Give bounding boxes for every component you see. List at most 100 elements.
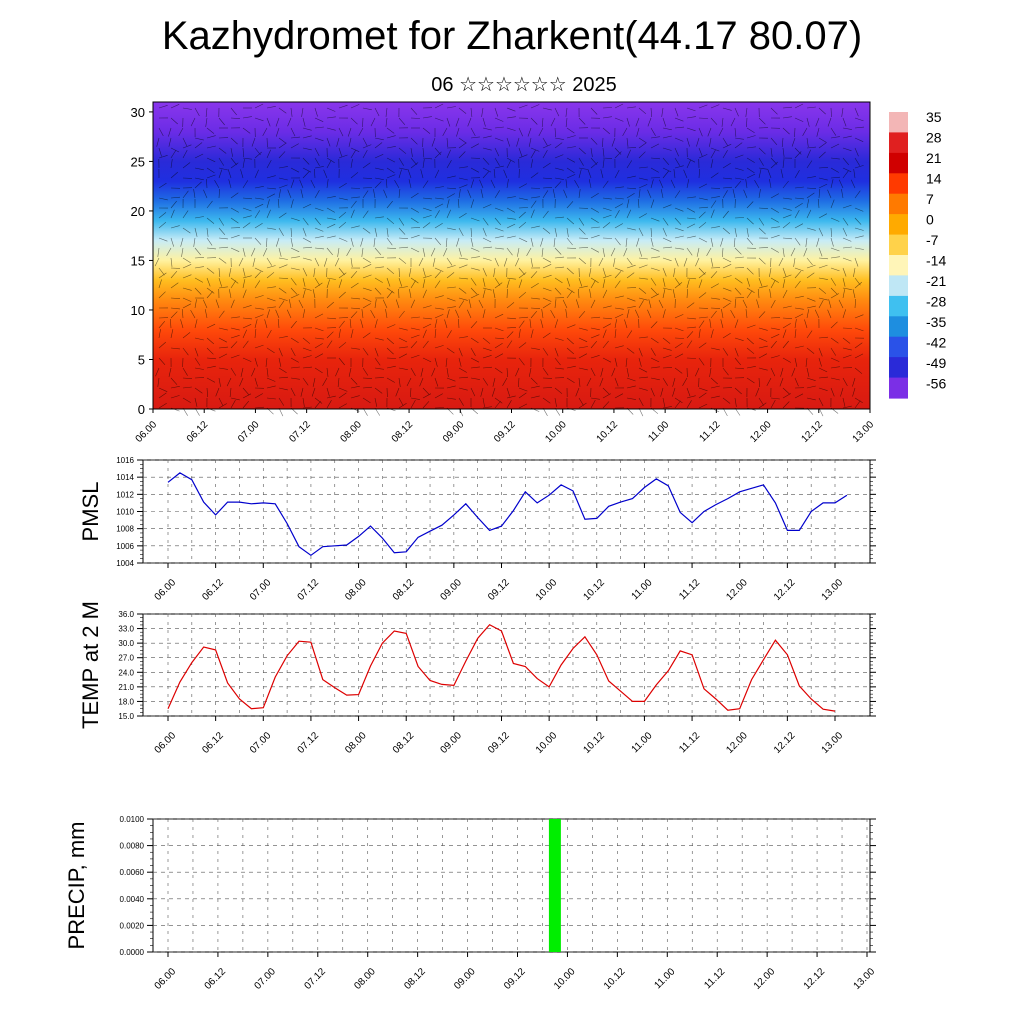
x-tick-label: 09.12 xyxy=(502,966,528,992)
y-axis-label: PRECIP, mm xyxy=(64,822,89,950)
x-tick-label: 09.00 xyxy=(441,419,467,445)
x-tick-label: 08.00 xyxy=(343,577,369,603)
x-tick-label: 06.00 xyxy=(134,419,160,445)
x-tick-label: 10.12 xyxy=(581,730,607,756)
x-tick-label: 07.12 xyxy=(296,730,322,756)
chart-title: Kazhydromet for Zharkent(44.17 80.07) xyxy=(161,14,863,58)
x-tick-label: 10.00 xyxy=(552,966,578,992)
pmsl-line xyxy=(167,472,848,557)
x-tick-label: 06.12 xyxy=(185,419,211,445)
x-tick-label: 11.00 xyxy=(646,419,671,444)
colorbar-swatch xyxy=(889,255,908,276)
colorbar-label: 35 xyxy=(926,109,942,125)
y-tick-label: 27.0 xyxy=(118,654,134,663)
x-tick-label: 10.12 xyxy=(602,966,628,992)
x-tick-label: 12.12 xyxy=(772,730,798,756)
x-tick-label: 10.00 xyxy=(534,577,560,603)
x-tick-label: 13.00 xyxy=(852,966,878,992)
temperature-panel: 15.0 18.0 21.0 24.0 27.0 30.0 33.0 36.0 06.00 06.… xyxy=(78,601,876,756)
colorbar-label: -35 xyxy=(926,314,946,330)
x-tick-label: 09.12 xyxy=(486,730,512,756)
y-tick-label: 0 xyxy=(138,402,145,417)
y-tick-label: 1004 xyxy=(116,559,134,568)
x-tick-label: 09.00 xyxy=(439,577,465,603)
y-tick-label: 1014 xyxy=(116,473,134,482)
x-tick-label: 09.12 xyxy=(486,577,512,603)
y-tick-label: 1008 xyxy=(116,525,134,534)
x-tick-label: 11.00 xyxy=(652,966,677,991)
x-tick-label: 10.00 xyxy=(543,419,569,445)
colorbar-swatch xyxy=(889,152,908,174)
colorbar-swatch xyxy=(889,132,908,154)
y-tick-label: 15 xyxy=(131,253,145,268)
x-tick-label: 06.12 xyxy=(200,577,226,603)
wind-barbs xyxy=(154,103,865,417)
x-tick-label: 06.00 xyxy=(153,730,179,756)
x-tick-label: 08.12 xyxy=(391,730,417,756)
y-tick-label: 21.0 xyxy=(118,683,134,692)
y-tick-label: 0.0060 xyxy=(120,868,145,877)
colorbar-label: -28 xyxy=(926,294,946,310)
x-tick-label: 07.12 xyxy=(302,966,328,992)
y-tick-label: 33.0 xyxy=(118,625,134,634)
colorbar-label: -49 xyxy=(926,355,946,371)
colorbar-label: -14 xyxy=(926,253,946,269)
precip-bar xyxy=(548,819,561,952)
x-tick-label: 12.12 xyxy=(772,577,798,603)
y-tick-label: 0.0000 xyxy=(120,948,145,957)
x-tick-label: 12.00 xyxy=(748,419,774,445)
colorbar: 35 28 21 14 7 0 -7 -14 -21 -28 -35 -42 -49 -56 xyxy=(889,109,946,399)
y-tick-label: 20 xyxy=(131,204,145,219)
x-tick-label: 08.12 xyxy=(402,966,428,992)
colorbar-swatch xyxy=(889,112,908,133)
y-tick-label: 25 xyxy=(131,154,145,169)
x-tick-label: 13.00 xyxy=(820,730,846,756)
x-tick-label: 07.00 xyxy=(253,966,279,992)
colorbar-label: 21 xyxy=(926,150,942,166)
colorbar-label: -42 xyxy=(926,335,946,351)
y-tick-label: 36.0 xyxy=(118,610,134,619)
y-tick-label: 1006 xyxy=(116,542,134,551)
x-tick-label: 06.12 xyxy=(200,730,226,756)
y-tick-label: 15.0 xyxy=(118,712,134,721)
x-tick-label: 11.12 xyxy=(698,419,723,444)
x-tick-label: 06.12 xyxy=(203,966,229,992)
colorbar-label: 7 xyxy=(926,191,934,207)
colorbar-label: 0 xyxy=(926,212,934,228)
x-tick-label: 13.00 xyxy=(820,577,846,603)
x-tick-label: 09.00 xyxy=(452,966,478,992)
x-tick-label: 11.00 xyxy=(630,577,655,602)
y-tick-label: 30.0 xyxy=(118,639,134,648)
colorbar-label: 28 xyxy=(926,130,942,146)
x-tick-label: 09.00 xyxy=(439,730,465,756)
x-tick-label: 11.00 xyxy=(630,730,655,755)
y-tick-label: 30 xyxy=(131,105,145,120)
chart-subtitle: 06 ☆☆☆☆☆☆ 2025 xyxy=(431,74,617,96)
y-tick-label: 0.0100 xyxy=(120,815,145,824)
y-tick-label: 0.0040 xyxy=(120,895,145,904)
x-tick-label: 10.00 xyxy=(534,730,560,756)
colorbar-label: 14 xyxy=(926,171,942,187)
y-tick-label: 1016 xyxy=(116,456,134,465)
x-tick-label: 08.00 xyxy=(352,966,378,992)
x-tick-label: 06.00 xyxy=(153,966,179,992)
x-tick-label: 07.12 xyxy=(287,419,313,445)
colorbar-swatch xyxy=(889,214,908,236)
temperature-line xyxy=(167,623,836,712)
colorbar-swatch xyxy=(889,316,908,338)
x-tick-label: 11.12 xyxy=(677,577,702,602)
x-tick-label: 09.12 xyxy=(492,419,518,445)
x-tick-label: 12.00 xyxy=(724,577,750,603)
colorbar-swatch xyxy=(889,234,908,256)
x-tick-label: 07.00 xyxy=(248,730,274,756)
temperature-field xyxy=(153,102,870,409)
colorbar-swatch xyxy=(889,173,908,195)
x-tick-label: 12.12 xyxy=(802,966,828,992)
x-tick-label: 10.12 xyxy=(581,577,607,603)
x-tick-label: 08.12 xyxy=(390,419,416,445)
y-tick-label: 0.0020 xyxy=(120,921,145,930)
y-tick-label: 5 xyxy=(138,352,145,367)
y-tick-label: 10 xyxy=(131,303,145,318)
pmsl-panel: 1004 1006 1008 1010 1012 1014 1016 06.00 06.12 07… xyxy=(78,456,876,603)
